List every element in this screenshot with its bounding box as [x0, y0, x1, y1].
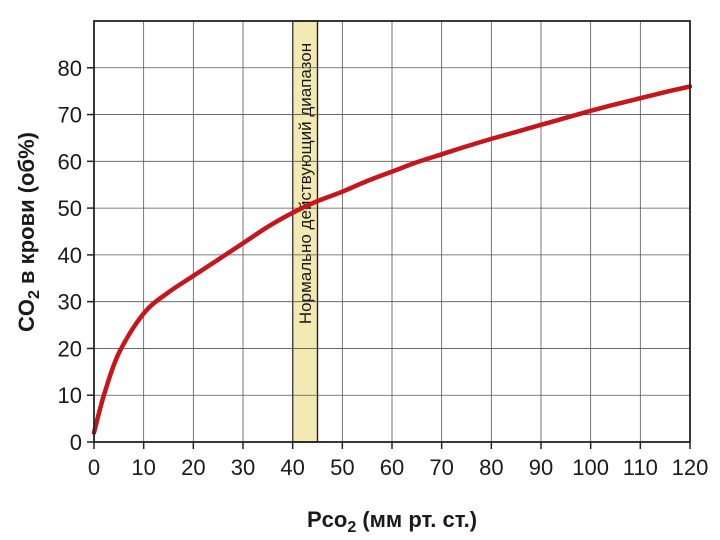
y-tick-label: 20 [58, 336, 82, 361]
y-tick-label: 70 [58, 103, 82, 128]
y-tick-label: 60 [58, 149, 82, 174]
y-tick-label: 80 [58, 56, 82, 81]
x-tick-label: 60 [380, 455, 404, 480]
x-tick-label: 80 [479, 455, 503, 480]
y-tick-label: 40 [58, 243, 82, 268]
y-axis-label: CO2 в крови (об%) [14, 132, 43, 332]
y-tick-label: 10 [58, 383, 82, 408]
y-tick-label: 50 [58, 196, 82, 221]
y-tick-label: 0 [70, 430, 82, 455]
co2-content-curve [91, 84, 693, 435]
x-axis-label: Pco2 (мм рт. ст.) [307, 507, 477, 536]
x-tick-label: 90 [529, 455, 553, 480]
x-tick-label: 120 [672, 455, 709, 480]
normal-range-band [291, 20, 319, 443]
x-tick-label: 20 [181, 455, 205, 480]
x-tick-label: 10 [131, 455, 155, 480]
x-tick-label: 110 [623, 455, 658, 480]
x-tick-label: 40 [280, 455, 304, 480]
x-tick-label: 50 [330, 455, 354, 480]
x-tick-label: 30 [231, 455, 255, 480]
x-tick-label: 100 [572, 455, 609, 480]
y-tick-label: 30 [58, 290, 82, 315]
x-tick-label: 70 [429, 455, 453, 480]
normal-range-label: Нормально действующий диапазон [296, 43, 315, 324]
x-tick-label: 0 [88, 455, 100, 480]
